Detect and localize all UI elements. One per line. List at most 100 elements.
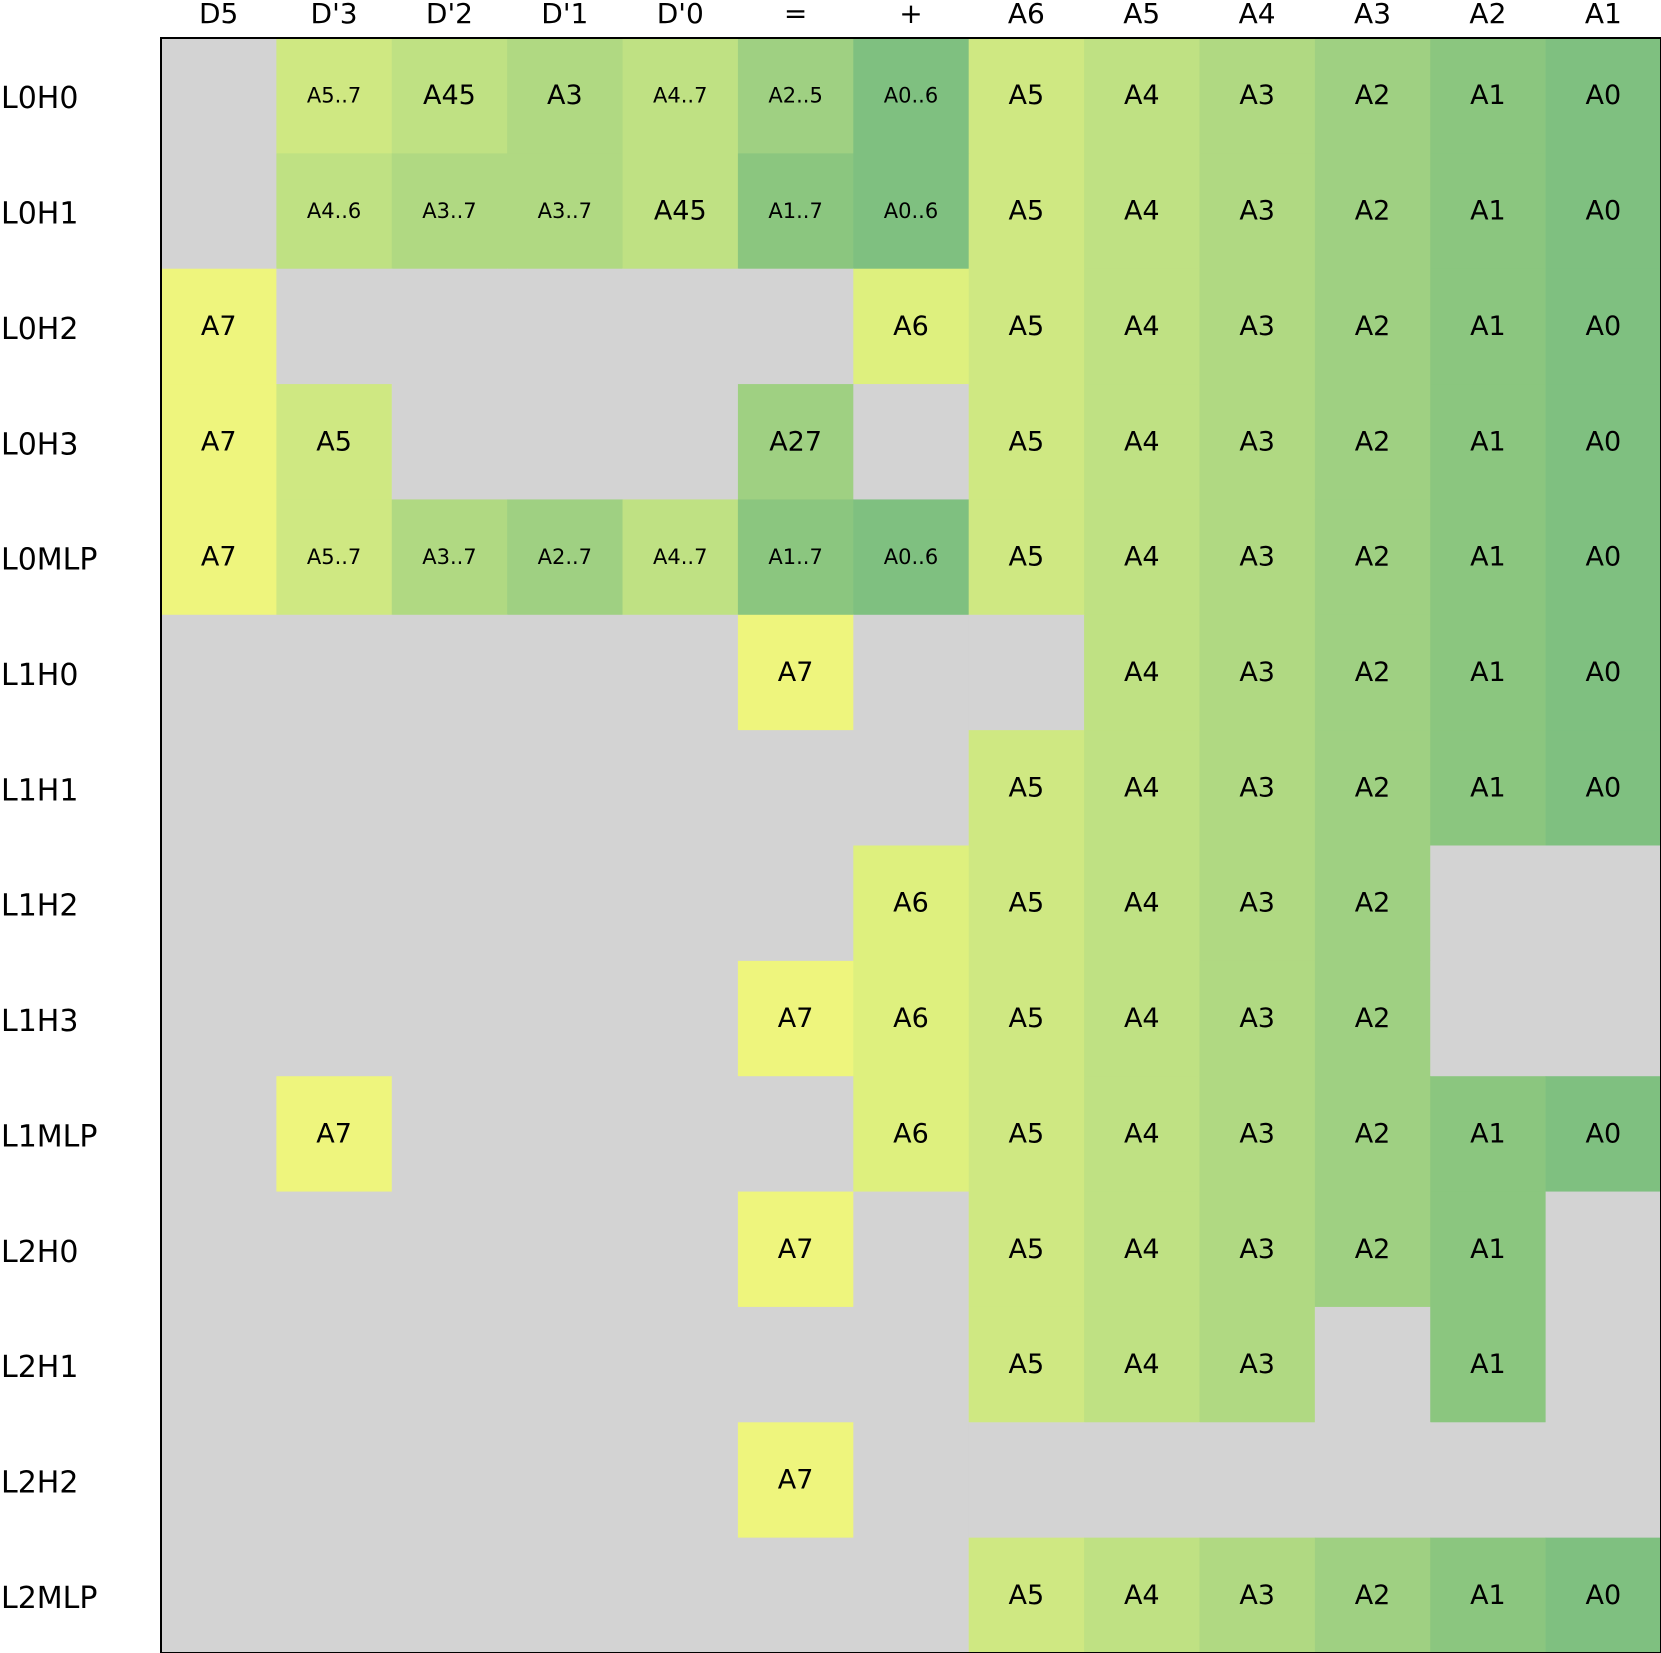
- cell-l1mlp-a3: [1314, 1076, 1431, 1193]
- cell-l2mlp-eq: [737, 1537, 854, 1653]
- cell-l2h1-a1: [1545, 1306, 1661, 1423]
- cell-l0h3-a2: [1430, 384, 1547, 501]
- cell-l0h2-a6: [968, 268, 1085, 385]
- column-label-a5: A5: [1123, 0, 1160, 30]
- cell-label-l0h1-dp1: A3..7: [538, 199, 592, 223]
- cell-l0h0-dp1: [507, 38, 624, 154]
- cell-l1h0-a4: [1199, 614, 1316, 731]
- cell-label-l2h2-eq: A7: [778, 1464, 814, 1495]
- cell-l1h0-dp0: [622, 614, 739, 731]
- cell-l1h1-a2: [1430, 730, 1547, 847]
- cell-l2h2-a3: [1314, 1422, 1431, 1539]
- cell-l2h2-a5: [1084, 1422, 1201, 1539]
- cell-label-l0h1-dp0: A45: [654, 196, 707, 227]
- cell-label-l0h2-a2: A1: [1470, 311, 1506, 342]
- cell-l0h1-dp2: [391, 153, 508, 270]
- cell-label-l0h3-a6: A5: [1009, 426, 1045, 457]
- cell-label-l0h3-eq: A27: [769, 426, 822, 457]
- cell-label-l2h0-a4: A3: [1239, 1234, 1275, 1265]
- cell-label-l0h3-a3: A2: [1355, 426, 1391, 457]
- cell-l0h3-a6: [968, 384, 1085, 501]
- cell-l1mlp-d5: [161, 1076, 277, 1193]
- cell-l0mlp-dp2: [391, 499, 508, 616]
- cell-l1h1-a5: [1084, 730, 1201, 847]
- row-label-l0mlp: L0MLP: [1, 543, 98, 578]
- cell-l2h0-eq: [737, 1191, 854, 1308]
- cell-l1h2-a2: [1430, 845, 1547, 962]
- cell-label-l2mlp-a3: A2: [1355, 1580, 1391, 1611]
- cell-label-l2mlp-a2: A1: [1470, 1580, 1506, 1611]
- cell-label-l1mlp-a1: A0: [1585, 1118, 1621, 1149]
- cell-l1h1-dp1: [507, 730, 624, 847]
- cell-label-l2h1-a6: A5: [1009, 1349, 1045, 1380]
- cell-l1h0-dp2: [391, 614, 508, 731]
- cell-l0h0-d5: [161, 38, 277, 154]
- cell-label-l0mlp-a1: A0: [1585, 542, 1621, 573]
- cell-l2h1-dp1: [507, 1306, 624, 1423]
- cell-l0h0-a2: [1430, 38, 1547, 154]
- cell-l2h0-a4: [1199, 1191, 1316, 1308]
- cell-label-l0h2-plus: A6: [893, 311, 929, 342]
- cell-l1h3-a4: [1199, 960, 1316, 1077]
- cell-label-l0mlp-dp0: A4..7: [653, 545, 707, 569]
- cell-l1mlp-dp0: [622, 1076, 739, 1193]
- cell-l1h1-d5: [161, 730, 277, 847]
- cell-label-l0h0-eq: A2..5: [768, 84, 822, 108]
- cell-l1h3-a5: [1084, 960, 1201, 1077]
- cell-label-l2h0-a6: A5: [1009, 1234, 1045, 1265]
- cell-l0h0-eq: [737, 38, 854, 154]
- cell-l0h3-a4: [1199, 384, 1316, 501]
- plot-frame: [160, 37, 1661, 1653]
- cell-l1h2-dp1: [507, 845, 624, 962]
- cell-l0h1-a1: [1545, 153, 1661, 270]
- cell-l0h2-a1: [1545, 268, 1661, 385]
- row-label-l1h2: L1H2: [1, 889, 78, 924]
- column-label-dp1: D'1: [541, 0, 588, 30]
- cell-l1h0-a2: [1430, 614, 1547, 731]
- cell-l2h0-plus: [853, 1191, 970, 1308]
- cell-l2mlp-dp1: [507, 1537, 624, 1653]
- cell-l1h3-a2: [1430, 960, 1547, 1077]
- cell-l0mlp-a5: [1084, 499, 1201, 616]
- cell-l2h2-dp0: [622, 1422, 739, 1539]
- cell-l0h0-a4: [1199, 38, 1316, 154]
- cell-l2h2-plus: [853, 1422, 970, 1539]
- cell-label-l1h0-a3: A2: [1355, 657, 1391, 688]
- cell-label-l0h0-dp2: A45: [423, 80, 476, 111]
- cell-label-l0h1-a4: A3: [1239, 196, 1275, 227]
- row-label-l2mlp: L2MLP: [1, 1581, 98, 1616]
- cell-l2mlp-a2: [1430, 1537, 1547, 1653]
- column-label-eq: =: [784, 0, 807, 30]
- cell-label-l0h0-a6: A5: [1009, 80, 1045, 111]
- row-label-l1h3: L1H3: [1, 1004, 78, 1039]
- cell-l0h1-dp3: [276, 153, 393, 270]
- row-label-l1h1: L1H1: [1, 773, 78, 808]
- cell-l1h2-d5: [161, 845, 277, 962]
- cell-l0h0-a6: [968, 38, 1085, 154]
- cell-label-l0h1-a5: A4: [1124, 196, 1160, 227]
- cell-l1mlp-a6: [968, 1076, 1085, 1193]
- cell-l1h1-a3: [1314, 730, 1431, 847]
- cell-l1h1-dp0: [622, 730, 739, 847]
- cell-l0h1-a4: [1199, 153, 1316, 270]
- cell-l2h1-a5: [1084, 1306, 1201, 1423]
- cell-l1h0-a5: [1084, 614, 1201, 731]
- column-label-dp0: D'0: [657, 0, 704, 30]
- cell-l2h2-dp2: [391, 1422, 508, 1539]
- cell-l0h1-a2: [1430, 153, 1547, 270]
- cell-label-l2h1-a5: A4: [1124, 1349, 1160, 1380]
- cell-label-l0h3-a5: A4: [1124, 426, 1160, 457]
- cell-l0h2-plus: [853, 268, 970, 385]
- column-label-plus: +: [899, 0, 922, 30]
- cell-l2mlp-dp3: [276, 1537, 393, 1653]
- cell-label-l0h2-a1: A0: [1585, 311, 1621, 342]
- cell-label-l1h1-a2: A1: [1470, 772, 1506, 803]
- column-label-dp3: D'3: [311, 0, 358, 30]
- cell-label-l1h3-a3: A2: [1355, 1003, 1391, 1034]
- cell-label-l1h0-eq: A7: [778, 657, 814, 688]
- cell-l0mlp-eq: [737, 499, 854, 616]
- cell-label-l0mlp-eq: A1..7: [768, 545, 822, 569]
- cell-label-l0h3-dp3: A5: [316, 426, 352, 457]
- cell-label-l0h0-a2: A1: [1470, 80, 1506, 111]
- cell-l1h1-dp3: [276, 730, 393, 847]
